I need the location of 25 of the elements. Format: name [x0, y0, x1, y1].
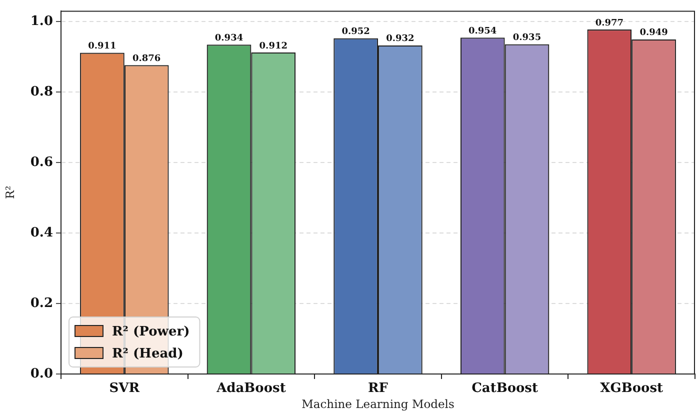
y-tick-label: 0.0 [30, 366, 53, 382]
data-label: 0.977 [595, 18, 624, 28]
data-label: 0.911 [88, 42, 116, 52]
legend-label: R² (Power) [112, 324, 190, 340]
data-label: 0.912 [259, 41, 288, 52]
y-tick-label: 0.2 [30, 296, 53, 311]
data-label: 0.934 [214, 33, 244, 44]
x-tick-label: AdaBoost [216, 381, 286, 396]
y-tick-label: 0.6 [30, 154, 53, 170]
data-label: 0.932 [386, 34, 414, 44]
data-label: 0.949 [640, 28, 668, 38]
x-tick-label: RF [368, 381, 389, 396]
data-label: 0.952 [342, 27, 370, 38]
y-axis-title: R² [2, 186, 17, 200]
x-tick-label: XGBoost [600, 381, 664, 396]
data-label: 0.954 [468, 26, 497, 36]
x-tick-label: SVR [109, 381, 140, 396]
y-tick-label: 1.0 [30, 14, 53, 29]
data-label: 0.935 [512, 33, 542, 44]
y-tick-label: 0.4 [30, 225, 53, 240]
x-axis-title: Machine Learning Models [302, 397, 454, 412]
y-tick-label: 0.8 [30, 84, 53, 100]
data-label: 0.876 [132, 54, 161, 64]
x-tick-label: CatBoost [472, 381, 538, 396]
legend-label: R² (Head) [112, 346, 184, 362]
